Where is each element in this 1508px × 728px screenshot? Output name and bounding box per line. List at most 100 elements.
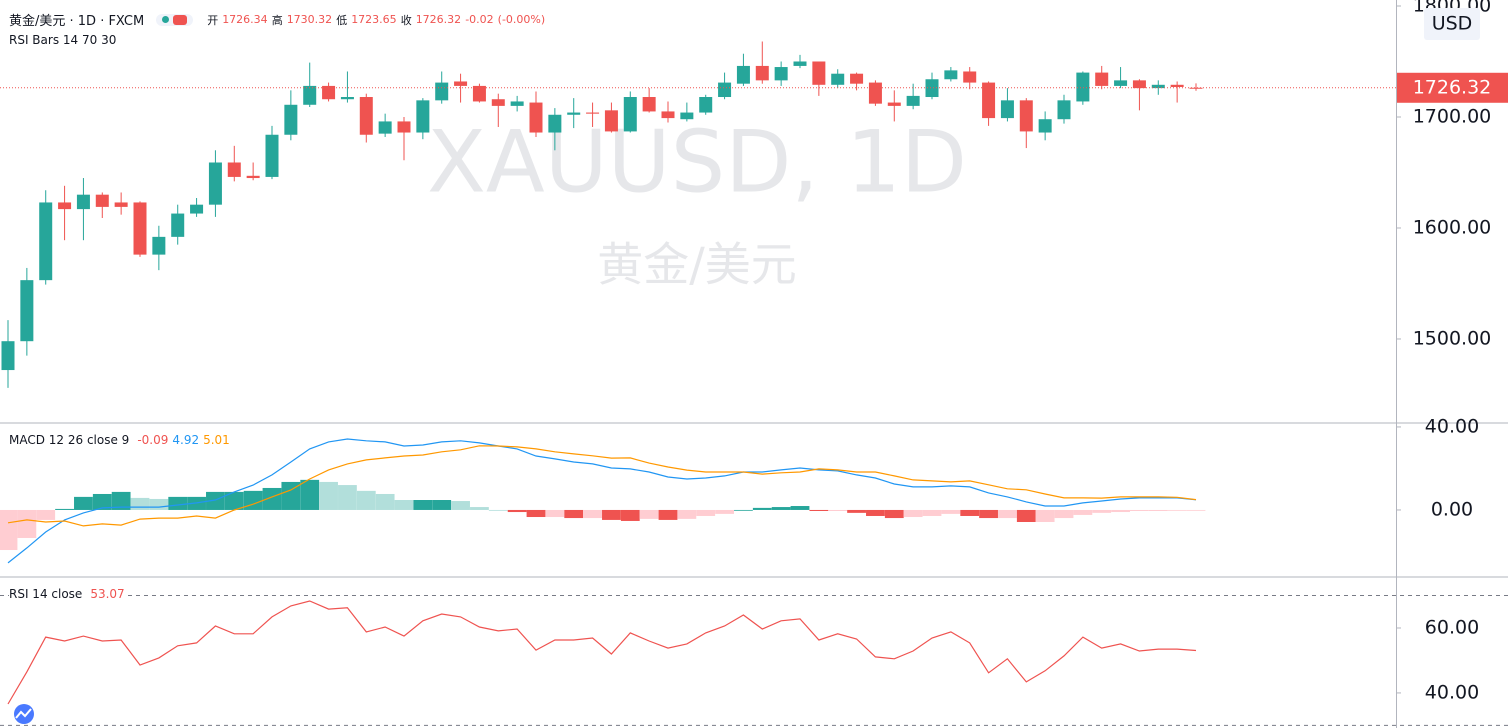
ohlc-label: 收 — [400, 13, 412, 27]
candle-body — [1170, 84, 1184, 88]
currency-label: USD — [1432, 13, 1473, 35]
histogram-bar — [17, 509, 37, 538]
candle-body — [58, 202, 72, 210]
y-tick-label: 60.00 — [1425, 616, 1479, 638]
histogram-bar — [1054, 509, 1074, 519]
histogram-bar — [526, 509, 546, 518]
histogram-bar — [564, 509, 584, 519]
histogram-bar — [734, 509, 753, 511]
candle-body — [793, 61, 807, 66]
histogram-bar — [206, 491, 225, 510]
histogram-bar — [639, 509, 659, 519]
candle-body — [510, 101, 524, 106]
candle-body — [812, 61, 826, 85]
rsi-line — [7, 600, 1197, 705]
symbol-title: 黄金/美元 · 1D · FXCM — [9, 14, 145, 29]
candle-body — [925, 79, 939, 98]
candle-body — [39, 202, 53, 281]
histogram-bar — [715, 509, 734, 514]
candle-body — [1095, 72, 1109, 86]
candle-body — [906, 95, 920, 106]
histogram-bar — [168, 496, 188, 510]
histogram-bar — [281, 481, 301, 510]
candle-body — [378, 121, 392, 134]
candle-body — [133, 202, 147, 255]
candle-body — [152, 236, 166, 255]
histogram-bar — [866, 509, 885, 516]
candle-body — [1151, 84, 1165, 89]
candle-body — [95, 194, 109, 207]
histogram-bar — [828, 509, 848, 511]
candle-body — [1038, 119, 1052, 133]
candle-body — [982, 82, 996, 119]
histogram-bar — [432, 500, 452, 510]
histogram-bar — [658, 509, 678, 520]
histogram-bar — [1035, 509, 1055, 522]
macd-legend: MACD 12 26 close 9 -0.09 4.92 5.01 — [9, 433, 230, 447]
candle-body — [171, 213, 185, 237]
candle-body — [642, 97, 656, 112]
candle-body — [114, 202, 128, 207]
macd-line — [7, 438, 1197, 564]
ohlc-label: 开 — [207, 13, 219, 27]
candle-body — [831, 73, 845, 85]
candle-body — [887, 102, 901, 106]
histogram-bar — [1167, 509, 1187, 511]
histogram-bar — [300, 479, 320, 510]
histogram-bar — [1073, 509, 1093, 515]
macd-value: 4.92 — [172, 433, 200, 447]
histogram-bar — [111, 491, 131, 510]
indicator-legend: RSI Bars 14 70 30 — [9, 33, 116, 47]
histogram-bar — [979, 509, 998, 519]
status-pill[interactable] — [156, 13, 194, 26]
macd-line — [7, 445, 1197, 527]
candle-body — [1114, 80, 1128, 86]
histogram-bar — [394, 500, 414, 510]
candle-body — [359, 97, 373, 135]
histogram-bar — [36, 509, 56, 520]
signal-value: 5.01 — [203, 433, 230, 447]
histogram-bar — [74, 496, 93, 510]
histogram-bar — [620, 509, 640, 521]
candle-body — [548, 114, 562, 133]
y-tick-label: 40.00 — [1425, 681, 1479, 703]
histogram-bar — [130, 497, 150, 510]
candle-body — [265, 134, 279, 177]
ohlc-value: 1730.32 — [286, 13, 333, 26]
indicator-title: RSI Bars 14 70 30 — [9, 33, 117, 47]
candle-body — [284, 104, 298, 135]
histogram-bar — [1016, 509, 1036, 522]
ohlc-label: 低 — [336, 13, 348, 27]
histogram-bar — [903, 509, 923, 518]
histogram-bar — [338, 485, 357, 510]
histogram-bar — [243, 490, 263, 510]
y-tick-label: 40.00 — [1425, 415, 1479, 437]
histogram-bar — [1092, 509, 1112, 513]
watermark-name: 黄金/美元 — [597, 238, 797, 292]
y-tick-label: 0.00 — [1431, 498, 1473, 520]
candle-body — [680, 112, 694, 120]
histogram-bar — [884, 509, 904, 519]
candle-body — [227, 162, 241, 177]
histogram-bar — [375, 493, 395, 510]
histogram-bar — [790, 506, 810, 510]
candle-body — [190, 204, 204, 214]
candle-body — [661, 111, 675, 119]
histogram-bar — [1186, 509, 1206, 511]
candle-body — [322, 85, 336, 100]
candle-body — [208, 162, 222, 205]
histogram-bar — [602, 509, 621, 520]
candle-body — [491, 99, 505, 106]
histogram-bar — [319, 481, 338, 510]
histogram-bar — [92, 493, 112, 510]
candle-body — [1000, 100, 1014, 119]
histogram-bar — [998, 509, 1017, 519]
histogram-bar — [149, 498, 169, 510]
price-tag-label: 1726.32 — [1413, 76, 1492, 98]
candle-body — [472, 85, 486, 102]
histogram-bar — [488, 509, 508, 511]
candle-body — [755, 65, 769, 81]
candle-body — [850, 73, 864, 84]
histogram-bar — [262, 487, 282, 510]
